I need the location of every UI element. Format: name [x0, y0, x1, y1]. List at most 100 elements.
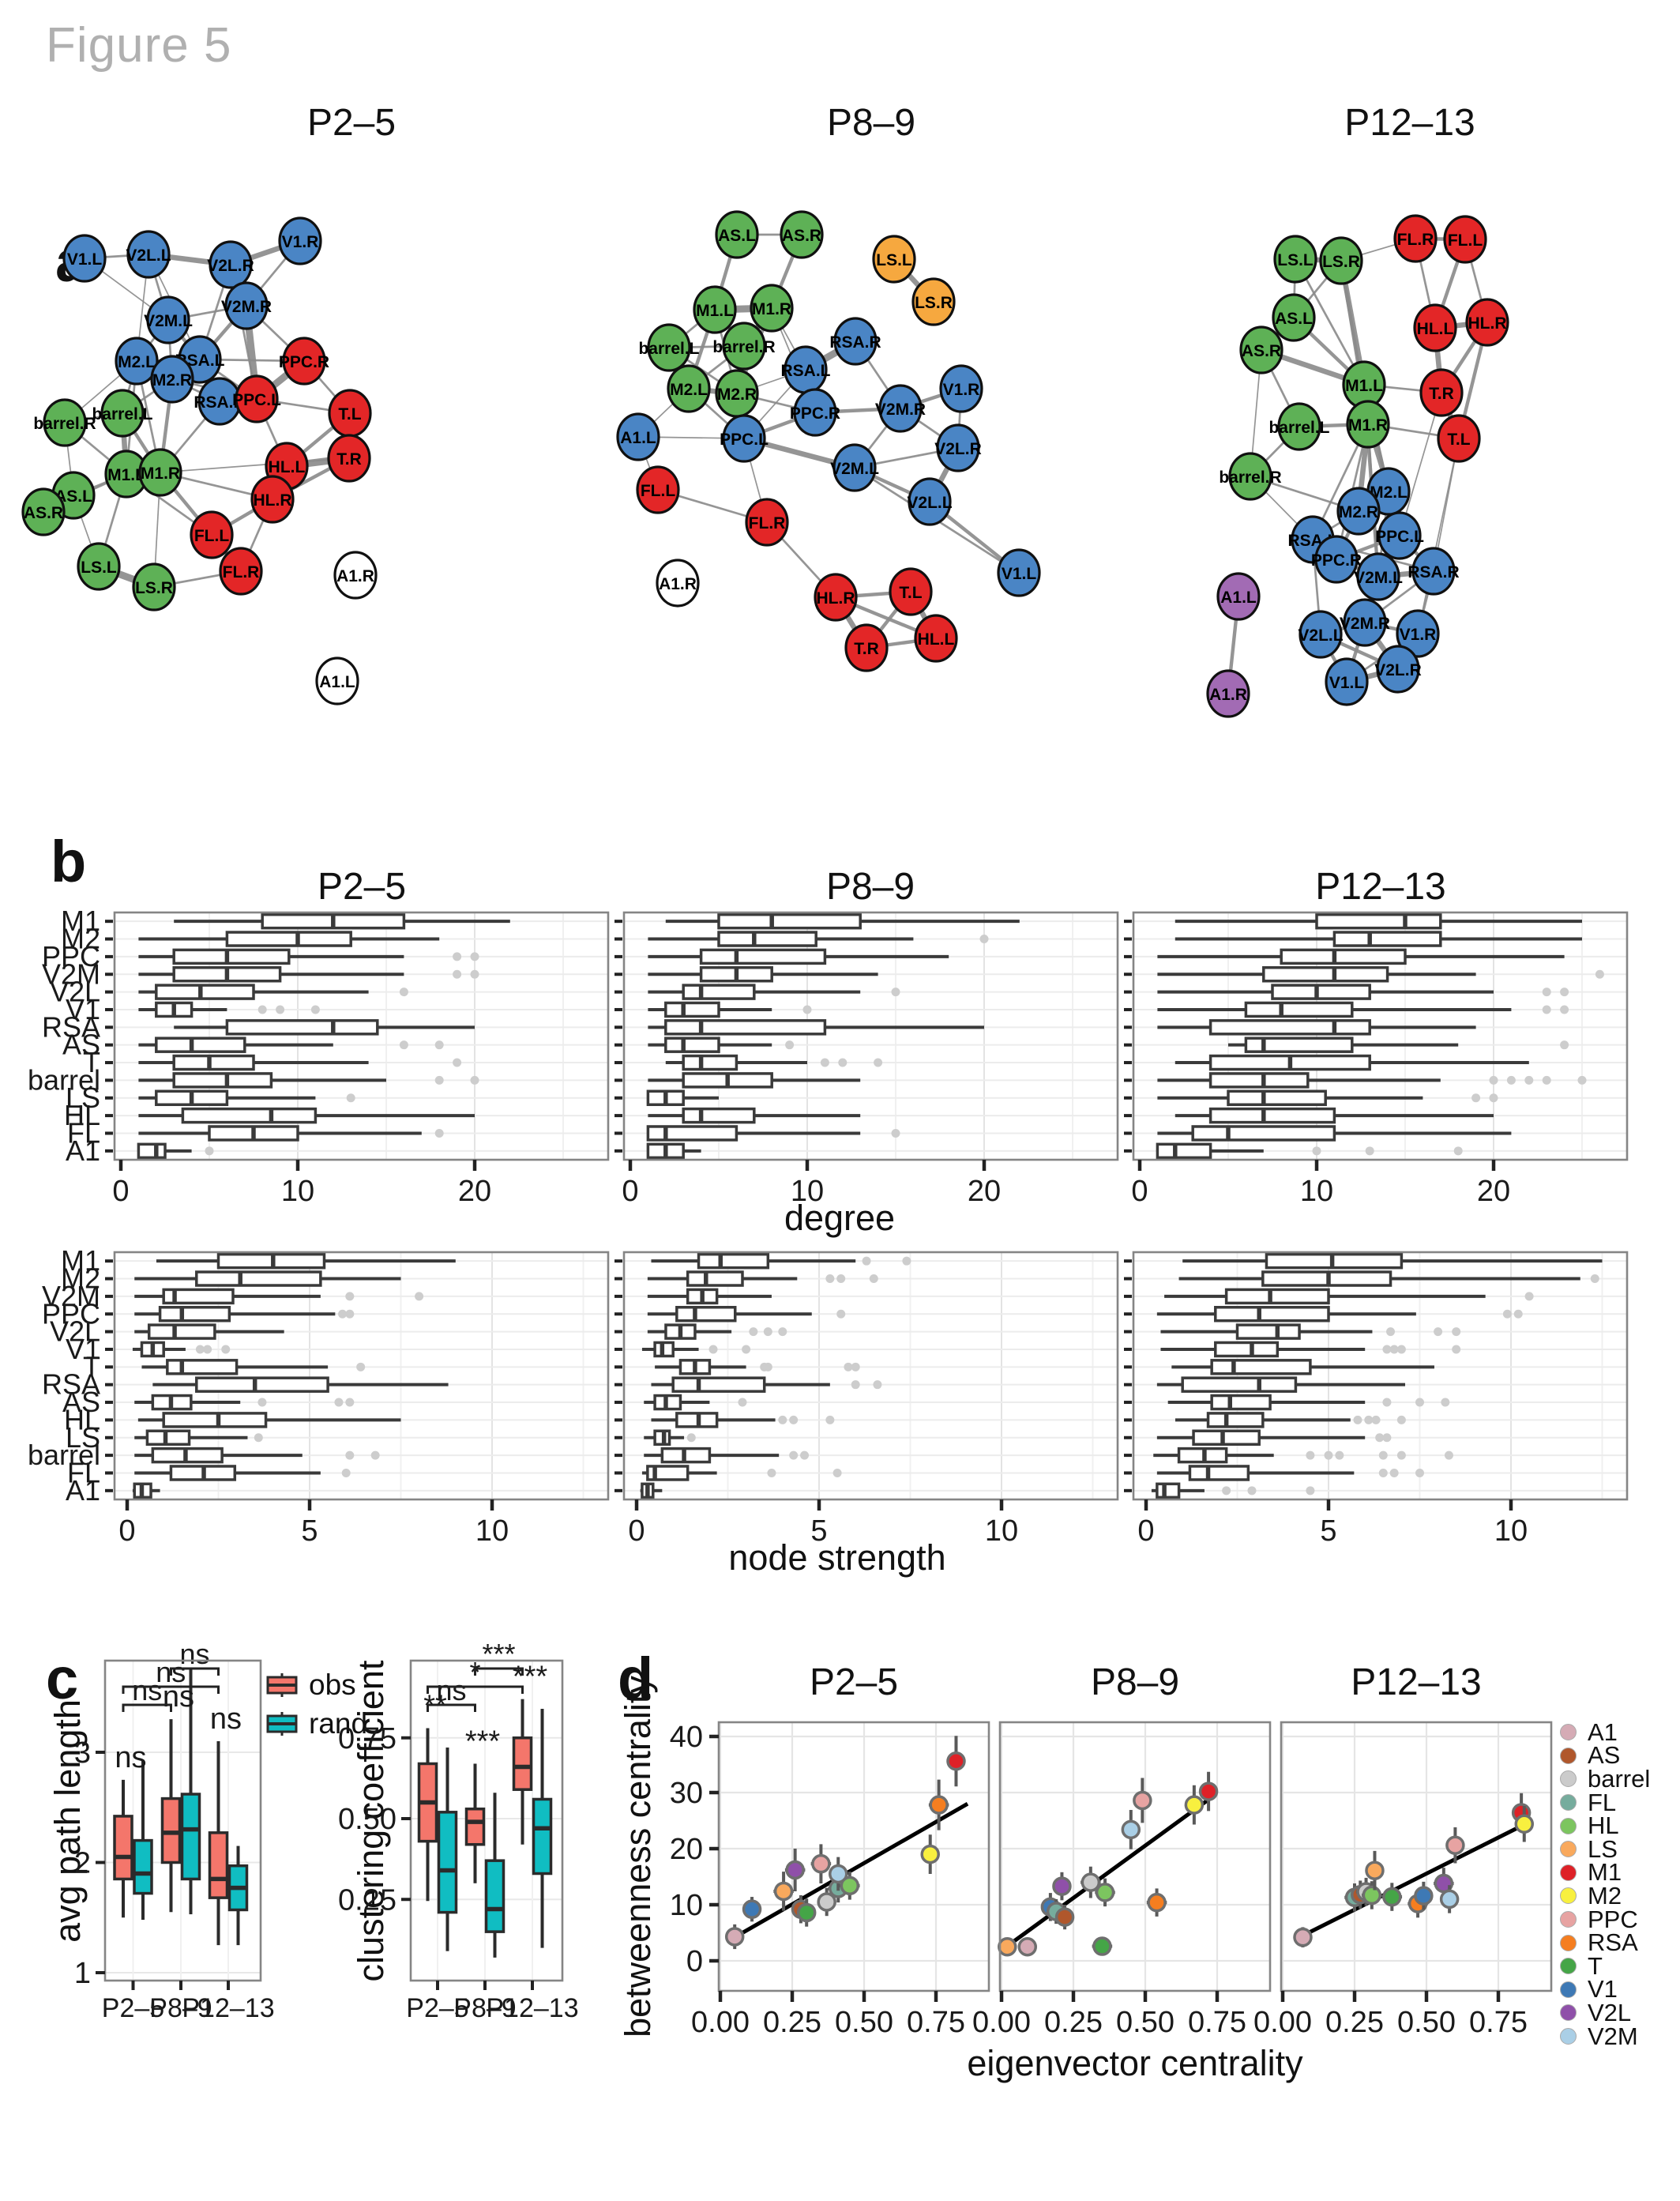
- node-AS.L: AS.L: [715, 210, 759, 259]
- category-label-AS: AS: [62, 1386, 100, 1418]
- node-label-V2L.R: V2L.R: [207, 257, 254, 275]
- outlier-point: [434, 1128, 444, 1138]
- node-V2M.R: V2M.R: [221, 281, 272, 330]
- node-label-M1.L: M1.L: [696, 302, 734, 320]
- bracket-line: [122, 1703, 172, 1712]
- node-PPC.L: PPC.L: [1375, 511, 1424, 560]
- box-str2-LS: [1156, 1429, 1392, 1446]
- x-tick-label: 20: [1477, 1175, 1510, 1208]
- point-V2M: [828, 1857, 848, 1891]
- node-HL.R: HL.R: [250, 475, 295, 524]
- region-label-V1: V1: [1588, 1975, 1618, 2003]
- node-circle-V2M.R: [224, 281, 269, 330]
- node-circle-V2L.L: [1299, 610, 1343, 659]
- region-legend-item-HL: HL: [1560, 1812, 1650, 1839]
- node-T.L: T.L: [328, 389, 372, 438]
- bracket-line: [427, 1703, 476, 1712]
- node-circle-PPC.R: [282, 337, 326, 386]
- node-barrel.R: barrel.R: [33, 398, 96, 447]
- node-label-PPC.L: PPC.L: [1375, 528, 1424, 546]
- point-HL: [1095, 1878, 1115, 1907]
- node-PPC.L: PPC.L: [720, 414, 769, 463]
- x-tick-label: 0.25: [1044, 2006, 1103, 2039]
- node-M2.R: M2.R: [715, 369, 759, 418]
- point-marker-T: [1382, 1887, 1402, 1907]
- node-label-HL.R: HL.R: [254, 491, 292, 510]
- node-label-LS.L: LS.L: [81, 559, 117, 577]
- node-circle-FL.R: [745, 498, 789, 547]
- node-T.R: T.R: [1419, 368, 1464, 417]
- node-label-V1.R: V1.R: [943, 381, 980, 399]
- point-marker-T: [796, 1902, 817, 1923]
- region-legend-item-AS: AS: [1560, 1741, 1650, 1769]
- outlier-point: [836, 1274, 846, 1284]
- y-tick-label: 30: [670, 1777, 703, 1810]
- node-circle-V2M.R: [1343, 598, 1387, 647]
- node-barrel.L: barrel.L: [1268, 402, 1330, 451]
- boxplot-deg1: 0 10 20: [614, 911, 1119, 1208]
- node-label-V1.L: V1.L: [1329, 674, 1365, 692]
- x-tick-label: 0.75: [1469, 2006, 1528, 2039]
- outlier-point: [1335, 1450, 1344, 1460]
- category-label-V2L: V2L: [50, 976, 100, 1008]
- box-deg1-barrel: [648, 1072, 861, 1089]
- box-rect: [1244, 1037, 1354, 1053]
- node-circle-M1.L: [693, 285, 737, 334]
- category-label-V2M: V2M: [42, 1280, 100, 1312]
- outlier-point: [1382, 1398, 1392, 1407]
- box-str0-M2: [134, 1270, 401, 1287]
- box-rect: [1214, 1341, 1280, 1358]
- outlier-point: [470, 952, 479, 961]
- category-label-T: T: [83, 1350, 100, 1383]
- node-circle-T.L: [1437, 414, 1481, 463]
- outlier-point: [785, 1040, 795, 1050]
- category-label-V1: V1: [66, 993, 100, 1025]
- region-dot-AS: [1560, 1747, 1577, 1764]
- outlier-point: [802, 1005, 812, 1014]
- region-dot-HL: [1560, 1817, 1577, 1834]
- box-deg0-barrel: [138, 1072, 479, 1089]
- node-T.L: T.L: [889, 567, 933, 616]
- node-label-A1.R: A1.R: [1209, 686, 1247, 704]
- point-marker-A1: [1017, 1937, 1038, 1957]
- node-A1.R: A1.R: [333, 551, 378, 600]
- box-rect: [1156, 1142, 1212, 1160]
- point-T: [796, 1898, 817, 1927]
- point-marker-V1: [742, 1899, 762, 1919]
- outlier-point: [851, 1362, 860, 1371]
- x-group-label: P12–13: [182, 1993, 274, 2023]
- node-label-FL.R: FL.R: [223, 563, 260, 581]
- node-circle-T.R: [327, 434, 371, 483]
- region-legend-item-barrel: barrel: [1560, 1765, 1650, 1793]
- x-tick-label: 0.75: [1188, 2006, 1246, 2039]
- node-label-T.R: T.R: [1429, 385, 1454, 403]
- node-barrel.L: barrel.L: [92, 389, 153, 438]
- sig-label-P2–5: ns: [115, 1741, 146, 1774]
- box-deg0-AS: [138, 1037, 444, 1053]
- category-label-AS: AS: [62, 1029, 100, 1061]
- box-str2-V2M: [1164, 1288, 1534, 1305]
- node-label-M1.L: M1.L: [1345, 377, 1383, 395]
- y-tick-label: 1: [74, 1957, 91, 1990]
- panel-d-title-p25: P2–5: [809, 1661, 899, 1703]
- outlier-point: [370, 1450, 380, 1460]
- box-str2-V2L: [1160, 1323, 1461, 1340]
- node-circle-V2L.R: [1376, 645, 1420, 694]
- bracket-ns-0: ns: [122, 1674, 172, 1712]
- cbox-apl-P8–9-rand: [180, 1669, 201, 1915]
- node-circle-FL.L: [636, 465, 680, 514]
- bracket-ns-0: ns: [427, 1674, 476, 1712]
- box-rect: [1214, 1306, 1330, 1322]
- node-V2L.R: V2L.R: [934, 423, 982, 472]
- panel-b-title-p25: P2–5: [317, 866, 407, 908]
- category-label-RSA: RSA: [42, 1368, 100, 1401]
- box-rect: [717, 912, 862, 930]
- node-V1.R: V1.R: [1396, 609, 1440, 658]
- node-label-AS.L: AS.L: [718, 227, 756, 245]
- node-FL.L: FL.L: [190, 510, 234, 559]
- node-label-HL.L: HL.L: [1417, 320, 1454, 338]
- point-A1: [1293, 1927, 1313, 1947]
- plot-border: [1132, 1251, 1629, 1501]
- outlier-point: [1371, 1415, 1381, 1424]
